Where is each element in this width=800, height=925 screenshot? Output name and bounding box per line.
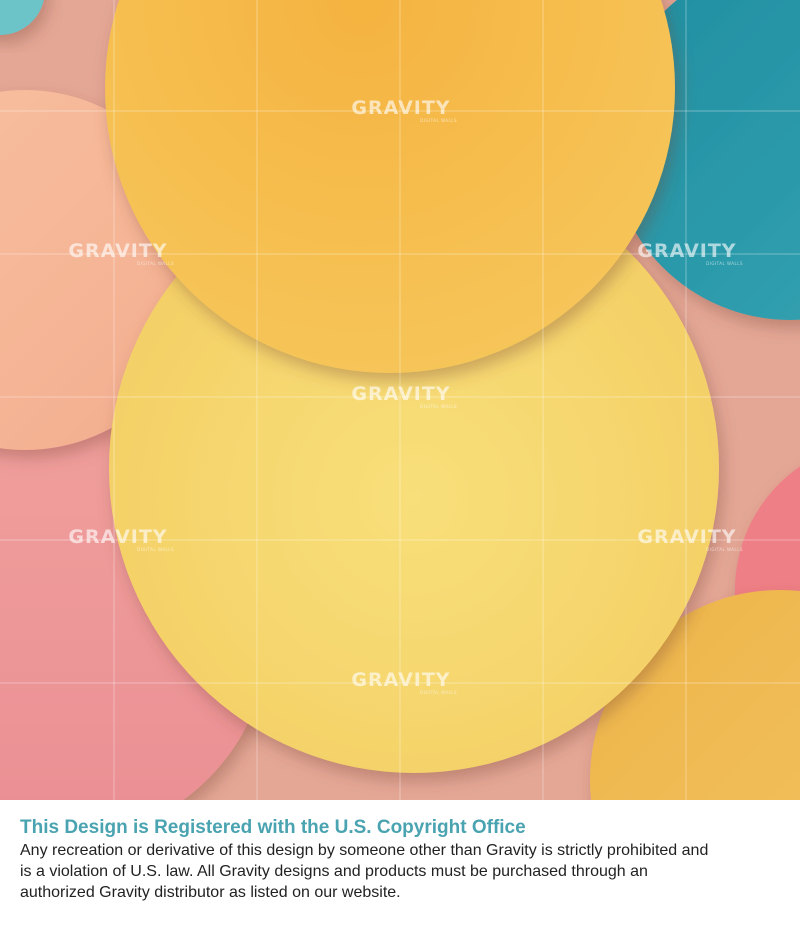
circles-artwork bbox=[0, 0, 800, 800]
copyright-notice: This Design is Registered with the U.S. … bbox=[0, 800, 800, 925]
copyright-notice-body: Any recreation or derivative of this des… bbox=[20, 842, 709, 901]
wallpaper-artwork: GRAVITY DIGITAL WALLS GRAVITY DIGITAL WA… bbox=[0, 0, 800, 800]
orange-circle bbox=[105, 0, 675, 373]
preview-grid bbox=[0, 0, 800, 800]
copyright-notice-title: This Design is Registered with the U.S. … bbox=[20, 817, 526, 838]
teal-small-circle bbox=[0, 0, 44, 35]
gold-circle bbox=[590, 590, 800, 800]
